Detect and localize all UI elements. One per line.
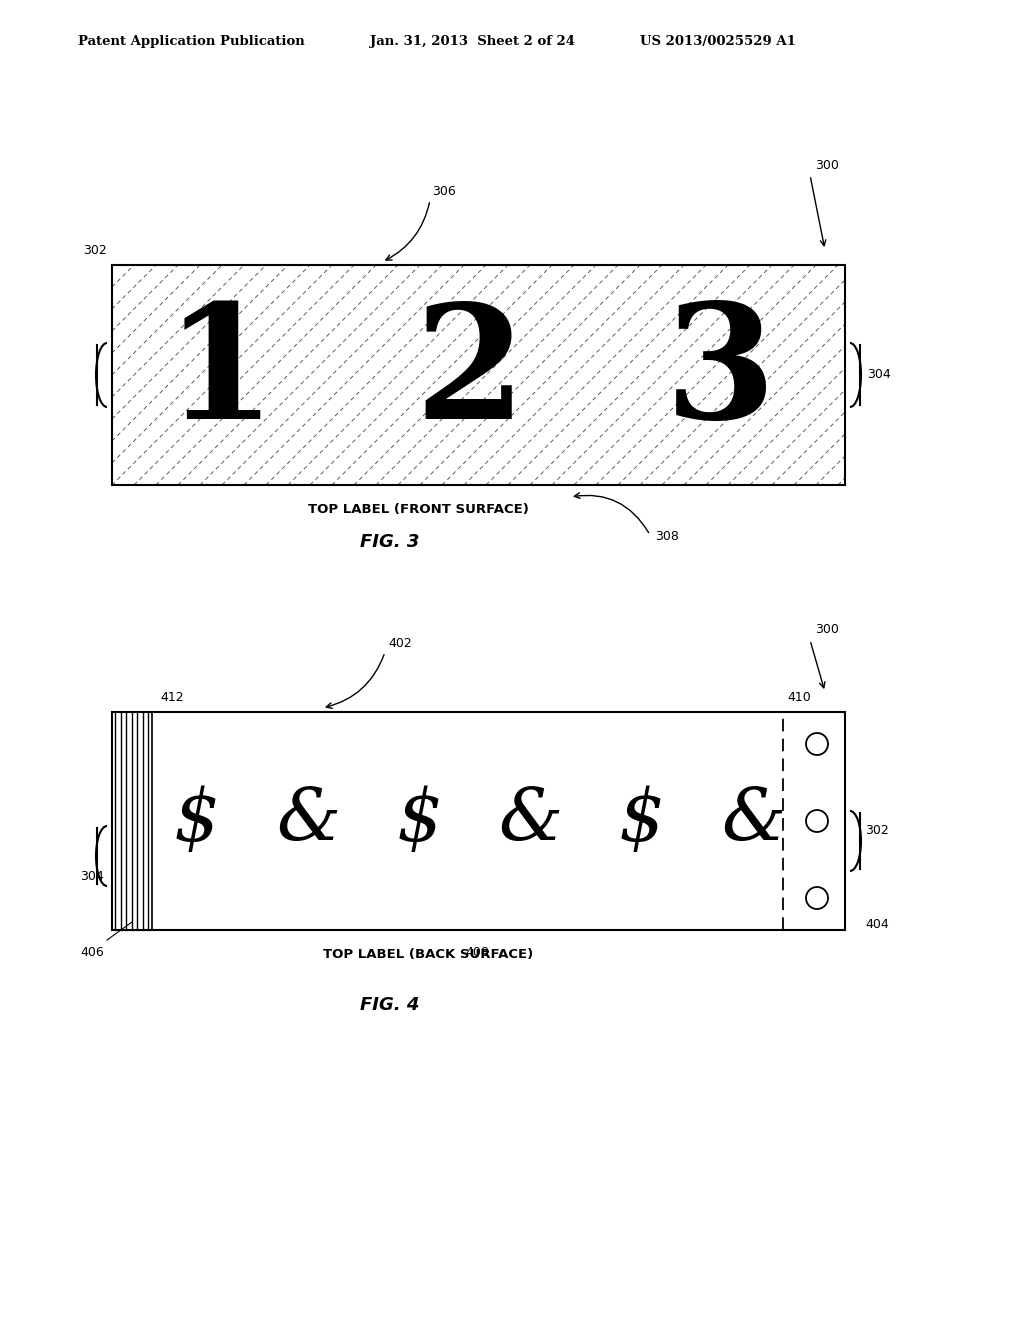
- Text: 410: 410: [787, 690, 811, 704]
- Bar: [112, 711, 845, 931]
- Text: FIG. 4: FIG. 4: [360, 997, 420, 1014]
- Text: 304: 304: [80, 870, 104, 883]
- Text: 300: 300: [815, 158, 839, 172]
- Text: 302: 302: [83, 244, 106, 257]
- Text: 302: 302: [865, 825, 889, 837]
- Bar: [112, 711, 152, 931]
- Text: &: &: [721, 785, 785, 857]
- Text: US 2013/0025529 A1: US 2013/0025529 A1: [640, 36, 796, 49]
- Text: 2: 2: [415, 298, 525, 451]
- Text: 306: 306: [432, 185, 456, 198]
- Text: $: $: [174, 785, 220, 857]
- Text: 408: 408: [466, 946, 489, 960]
- Text: 406: 406: [80, 946, 104, 960]
- Text: 304: 304: [867, 368, 891, 381]
- Text: $: $: [396, 785, 442, 857]
- Bar: [112, 265, 845, 484]
- Text: 402: 402: [388, 638, 412, 649]
- Text: 300: 300: [815, 623, 839, 636]
- Text: 3: 3: [665, 298, 775, 451]
- Text: &: &: [276, 785, 340, 857]
- Text: 308: 308: [655, 531, 679, 544]
- Text: Patent Application Publication: Patent Application Publication: [78, 36, 305, 49]
- Text: TOP LABEL (BACK SURFACE): TOP LABEL (BACK SURFACE): [324, 948, 534, 961]
- Text: TOP LABEL (FRONT SURFACE): TOP LABEL (FRONT SURFACE): [308, 503, 529, 516]
- Text: FIG. 3: FIG. 3: [360, 533, 420, 550]
- Text: 412: 412: [160, 690, 183, 704]
- Text: Jan. 31, 2013  Sheet 2 of 24: Jan. 31, 2013 Sheet 2 of 24: [370, 36, 575, 49]
- Text: $: $: [618, 785, 665, 857]
- Text: 1: 1: [165, 298, 275, 451]
- Text: 404: 404: [865, 919, 889, 932]
- Text: &: &: [499, 785, 563, 857]
